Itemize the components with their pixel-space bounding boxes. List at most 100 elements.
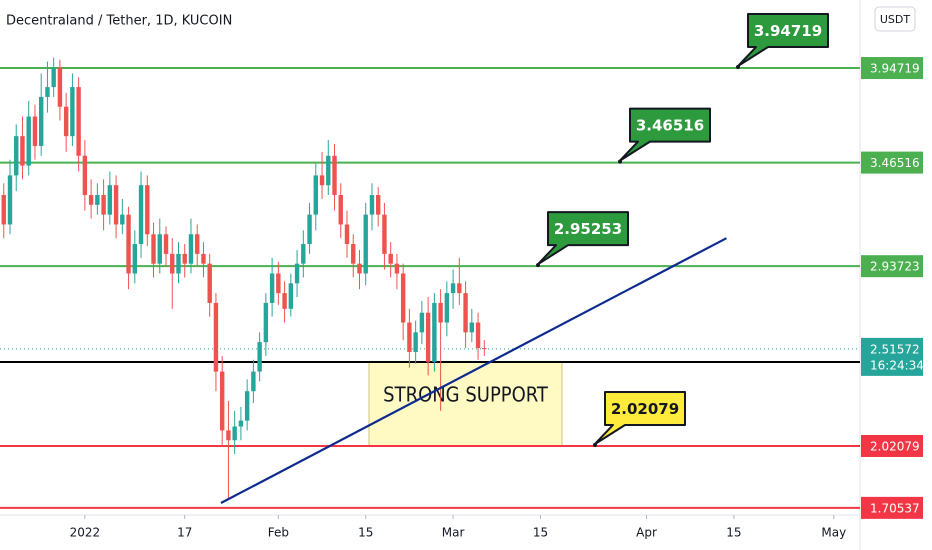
last-price-badge: [861, 337, 923, 376]
candle-body: [351, 244, 356, 264]
last-price-label: 2.51572: [870, 342, 920, 356]
x-tick-label: 15: [533, 526, 548, 540]
plot-area: 2022 17 Feb 15 Mar 15 Apr 15 May STRONG SUPPORT: [0, 57, 860, 540]
x-tick-label: May: [821, 526, 846, 540]
callout-anchor: [736, 65, 740, 70]
candle-body: [457, 283, 462, 294]
candle-body: [382, 214, 387, 254]
candle-body: [263, 302, 269, 343]
trendline: [220, 237, 727, 505]
x-tick-label: Feb: [268, 526, 289, 540]
candle-body: [14, 136, 19, 176]
candle-body: [213, 302, 219, 372]
candle-body: [26, 116, 31, 166]
candle-body: [338, 195, 343, 225]
candle-body: [195, 234, 200, 254]
candle-body: [413, 332, 418, 352]
price-badge: [861, 255, 923, 278]
callout-label: 2.95253: [554, 220, 622, 238]
candle-body: [107, 185, 113, 215]
callout-anchor: [593, 442, 597, 447]
candle-body: [157, 234, 162, 264]
candle-body: [45, 87, 50, 97]
candle-body: [88, 195, 94, 205]
candle-body: [450, 283, 456, 294]
candle-body: [20, 136, 25, 166]
price-badge: [861, 151, 923, 174]
callout-label: 2.02079: [611, 400, 679, 418]
candle-body: [151, 234, 156, 264]
candle-body: [82, 155, 88, 196]
x-tick-label: Mar: [442, 526, 465, 540]
candle-body: [301, 244, 306, 264]
callout-bubble: [537, 211, 629, 266]
candle-body: [232, 426, 237, 441]
candle-body: [282, 293, 287, 309]
candle-body: [419, 312, 425, 333]
price-badge: [861, 434, 923, 457]
candle-body: [344, 224, 350, 245]
candle-body: [38, 96, 44, 146]
candle-body: [238, 420, 244, 427]
candle-body: [294, 263, 300, 284]
candle-body: [101, 195, 106, 215]
candle-body: [469, 322, 475, 333]
overlay: 3.94719 3.46516 2.95253 2.02079 3.94719 3.465…: [536, 13, 924, 519]
candle-body: [326, 155, 331, 186]
candle-body: [388, 253, 393, 264]
candle-body: [394, 263, 400, 274]
candle-body: [332, 155, 337, 196]
candle-body: [363, 214, 368, 274]
candle-body: [226, 430, 231, 441]
candle-body: [201, 253, 206, 264]
candle-body: [319, 175, 325, 186]
price-badge: [861, 496, 923, 519]
candle-body: [376, 195, 381, 215]
candle-body: [95, 195, 100, 205]
candle-body: [63, 106, 69, 137]
candle-body: [219, 371, 225, 431]
candle-body: [407, 322, 412, 352]
candle-body: [307, 214, 312, 245]
candle-body: [1, 195, 6, 225]
candle-body: [57, 67, 63, 107]
candle-body: [113, 185, 119, 225]
currency-button[interactable]: [874, 6, 916, 32]
candle-body: [176, 253, 181, 274]
price-badge: [861, 57, 923, 80]
candle-body: [369, 195, 375, 215]
candle-body: [276, 273, 281, 294]
annotation: STRONG SUPPORT: [383, 382, 549, 406]
price-badge-label: 3.46516: [870, 156, 920, 170]
price-badge-label: 1.70537: [870, 501, 920, 515]
candle-body: [288, 283, 294, 309]
candle-body: [257, 342, 262, 372]
price-badge-label: 3.94719: [870, 62, 920, 76]
chart-title: Decentraland / Tether, 1D, KUCOIN: [6, 14, 232, 29]
candle-body: [269, 273, 275, 303]
callout-anchor: [536, 263, 540, 268]
x-tick-label: Apr: [636, 526, 657, 540]
callout-bubble: [737, 13, 829, 68]
candle-body: [138, 185, 144, 245]
candle-body: [132, 244, 138, 274]
currency-label[interactable]: USDT: [880, 13, 911, 26]
candle-body: [170, 253, 175, 274]
candle-body: [51, 67, 56, 88]
candle-body: [444, 293, 450, 323]
candle-body: [70, 87, 75, 137]
candle-body: [163, 234, 169, 254]
candle-body: [207, 263, 212, 303]
callout-label: 3.46516: [636, 117, 704, 135]
candle-body: [463, 293, 468, 333]
candle-body: [432, 302, 437, 362]
callout-label: 3.94719: [754, 22, 822, 40]
candle-body: [482, 348, 487, 350]
candle-body: [188, 234, 194, 264]
candle-body: [244, 391, 250, 421]
countdown-label: 16:24:34: [870, 358, 924, 372]
price-badge-label: 2.93723: [870, 260, 920, 274]
candle-body: [7, 175, 13, 225]
